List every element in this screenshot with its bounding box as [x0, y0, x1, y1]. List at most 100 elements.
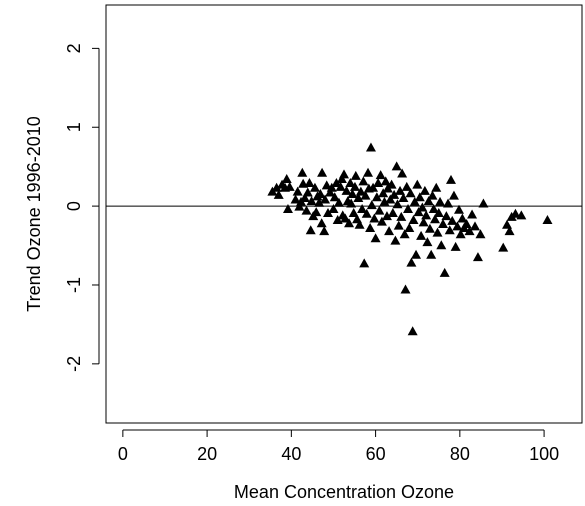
data-point: [374, 205, 385, 215]
data-point: [470, 221, 481, 231]
data-point: [444, 225, 455, 235]
data-point: [316, 218, 327, 228]
data-point: [350, 170, 361, 180]
data-point: [421, 210, 432, 220]
data-point: [390, 235, 401, 245]
data-point: [345, 177, 356, 187]
data-point: [436, 240, 447, 250]
data-point: [360, 190, 371, 200]
data-point: [432, 227, 443, 237]
data-point: [426, 249, 437, 259]
x-tick-label: 100: [529, 444, 559, 464]
data-point: [391, 161, 402, 171]
data-point: [297, 167, 308, 177]
data-point: [336, 174, 347, 184]
data-point: [320, 194, 331, 204]
data-point: [346, 198, 357, 208]
data-point: [452, 221, 463, 231]
data-point: [290, 194, 301, 204]
data-point: [409, 196, 420, 206]
data-point: [363, 167, 374, 177]
data-point: [417, 202, 428, 212]
data-point: [445, 174, 456, 184]
data-point: [299, 192, 310, 202]
data-point: [292, 186, 303, 196]
data-point: [395, 185, 406, 195]
data-point: [294, 201, 305, 211]
data-point: [411, 249, 422, 259]
data-point: [284, 181, 295, 191]
data-point: [384, 226, 395, 236]
data-point: [447, 215, 458, 225]
data-point: [450, 241, 461, 251]
data-point: [510, 208, 521, 218]
data-point: [339, 169, 349, 179]
data-point: [344, 218, 355, 228]
y-tick-label: 2: [64, 43, 84, 53]
data-point: [273, 189, 284, 199]
data-point: [302, 187, 313, 197]
data-point: [304, 177, 315, 187]
data-point: [516, 210, 527, 220]
data-points: [267, 142, 553, 336]
data-point: [309, 182, 320, 192]
data-point: [340, 213, 351, 223]
data-point: [398, 192, 409, 202]
data-point: [542, 215, 553, 225]
data-point: [385, 194, 396, 204]
data-point: [428, 204, 439, 214]
data-point: [359, 258, 370, 268]
data-point: [413, 207, 424, 217]
data-point: [378, 188, 389, 198]
data-point: [424, 223, 435, 233]
x-axis-title: Mean Concentration Ozone: [234, 482, 454, 502]
data-point: [404, 222, 415, 232]
data-point: [357, 204, 368, 214]
data-point: [408, 215, 419, 225]
data-point: [431, 182, 442, 192]
data-point: [392, 199, 403, 209]
y-tick-label: -2: [64, 356, 84, 372]
data-point: [322, 207, 333, 217]
data-point: [353, 192, 364, 202]
data-point: [403, 204, 414, 214]
data-point: [401, 181, 412, 191]
data-point: [379, 196, 390, 206]
data-point: [371, 192, 382, 202]
x-tick-label: 40: [281, 444, 301, 464]
data-point: [433, 207, 444, 217]
data-point: [386, 179, 397, 189]
data-point: [354, 219, 365, 229]
data-point: [326, 182, 337, 192]
y-axis-title: Trend Ozone 1996-2010: [24, 116, 44, 311]
data-point: [423, 196, 434, 206]
data-point: [368, 182, 379, 192]
data-point: [331, 177, 342, 187]
data-point: [282, 204, 293, 214]
data-point: [453, 204, 464, 214]
data-point: [366, 200, 377, 210]
data-point: [321, 180, 332, 190]
x-tick-label: 0: [118, 444, 128, 464]
data-point: [396, 211, 407, 221]
data-point: [319, 226, 330, 236]
data-point: [271, 182, 282, 192]
data-point: [317, 167, 328, 177]
data-point: [329, 192, 340, 202]
data-point: [406, 257, 417, 267]
x-tick-label: 80: [450, 444, 470, 464]
data-point: [365, 142, 376, 152]
data-point: [461, 219, 472, 229]
data-point: [365, 222, 376, 232]
data-point: [281, 174, 292, 184]
data-point: [370, 233, 381, 243]
data-point: [412, 179, 423, 189]
data-point: [427, 190, 438, 200]
data-point: [355, 186, 366, 196]
data-point: [333, 197, 344, 207]
data-point: [301, 205, 312, 215]
data-point: [306, 196, 317, 206]
data-point: [429, 214, 440, 224]
data-point: [405, 188, 416, 198]
